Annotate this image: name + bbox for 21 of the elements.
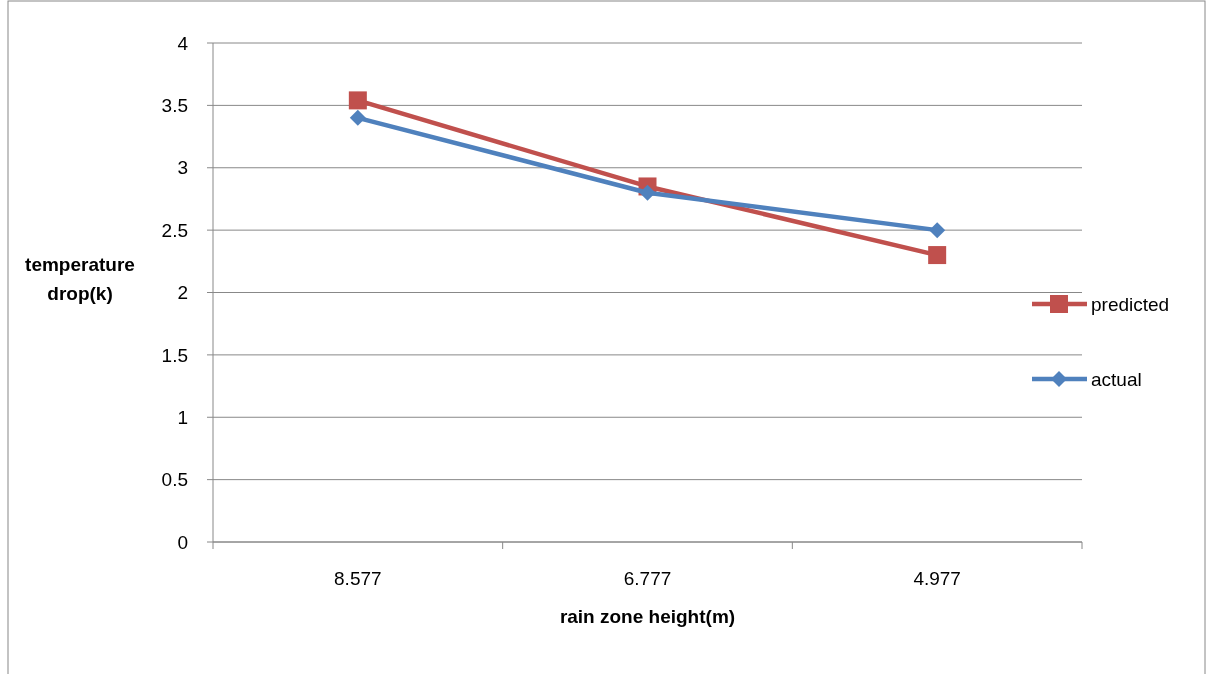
y-axis-title: temperature drop(k) [25,254,135,304]
y-tick-label: 3.5 [161,95,188,117]
x-tick-label: 4.977 [913,568,961,589]
point [929,222,946,239]
y-tick-label: 4 [177,32,189,54]
y-tick-label: 1.5 [161,344,188,366]
point [349,109,366,126]
legend-label: actual [1091,368,1142,390]
point [928,246,947,265]
legend-label: predicted [1091,293,1170,315]
y-tick-label: 2 [177,282,188,304]
y-tick-label: 1 [177,406,188,428]
y-tick-label: 0.5 [161,469,188,491]
y-tick-label: 2.5 [161,219,188,241]
y-tick-label: 0 [177,531,188,553]
x-axis-title: rain zone height(m) [559,606,736,627]
point [348,91,367,110]
point [639,184,656,201]
y-tick-label: 3 [177,157,188,179]
x-tick-label: 6.777 [623,568,672,589]
x-tick-label: 8.577 [334,568,382,589]
